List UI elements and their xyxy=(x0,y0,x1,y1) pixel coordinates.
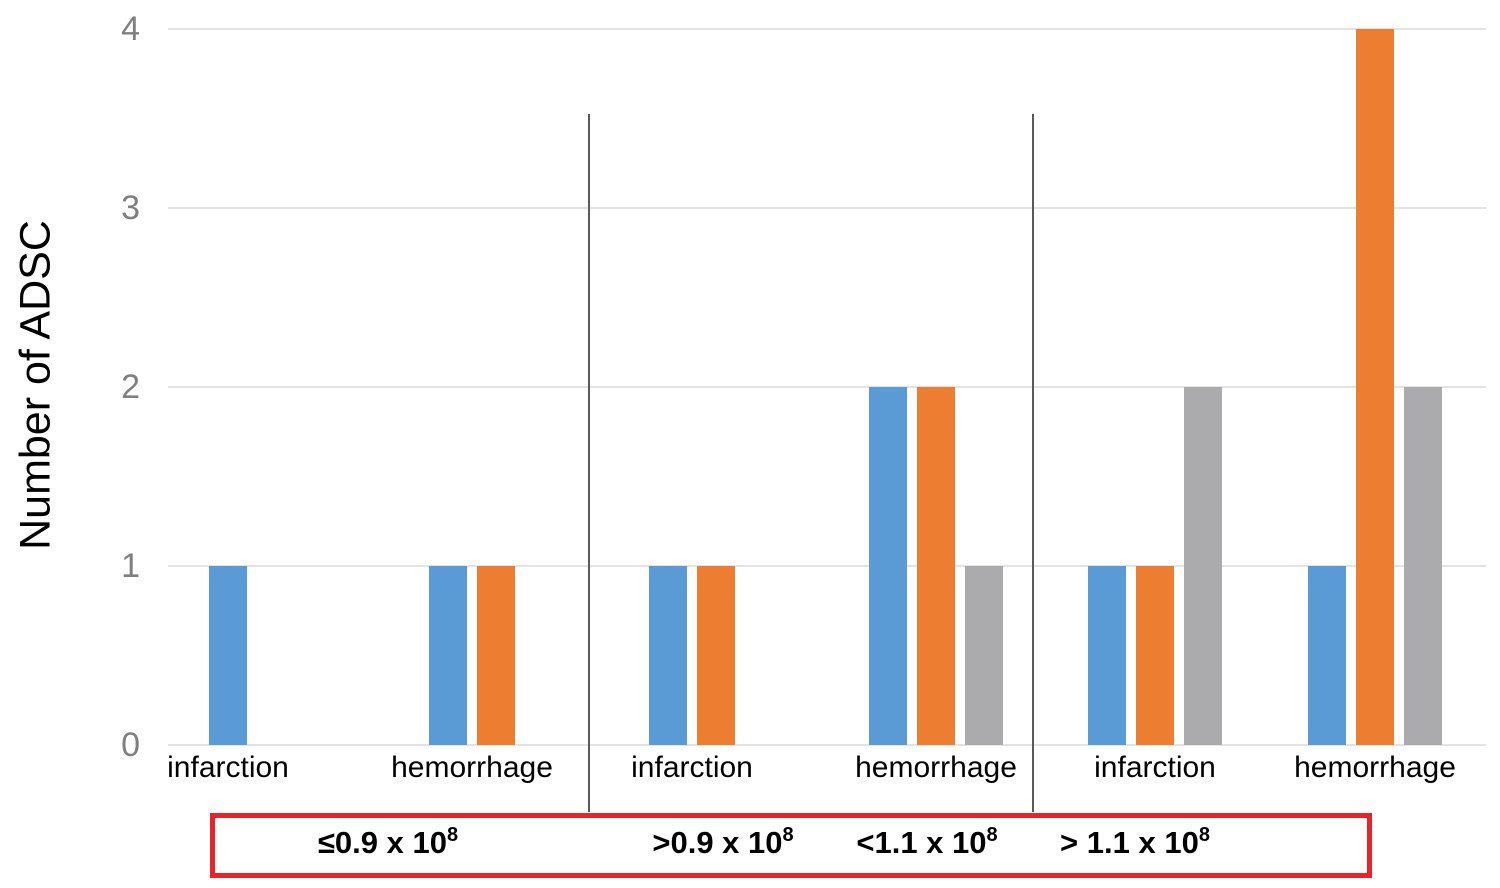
gridline-y-2 xyxy=(168,386,1486,388)
bar-infarction-series-1-blue xyxy=(1088,566,1126,745)
bar-hemorrhage-series-1-blue xyxy=(429,566,467,745)
group-separator-2 xyxy=(1032,114,1034,812)
bar-hemorrhage-series-2-orange xyxy=(477,566,515,745)
bar-infarction-series-1-blue xyxy=(209,566,247,745)
bar-hemorrhage-series-2-orange xyxy=(917,387,955,745)
bar-infarction-series-2-orange xyxy=(697,566,735,745)
bar-hemorrhage-series-2-orange xyxy=(1356,29,1394,745)
dose-range-label-3: <1.1 x 108 xyxy=(856,824,998,860)
category-label-1-hemorrhage: hemorrhage xyxy=(391,751,553,784)
dose-range-label-2: >0.9 x 108 xyxy=(652,824,794,860)
dose-range-box xyxy=(210,813,1372,878)
category-label-0-infarction: infarction xyxy=(167,751,289,784)
bar-hemorrhage-series-1-blue xyxy=(1308,566,1346,745)
y-tick-label-3: 3 xyxy=(121,189,140,227)
group-separator-1 xyxy=(588,114,590,812)
bar-infarction-series-2-orange xyxy=(1136,566,1174,745)
y-tick-label-2: 2 xyxy=(121,368,140,406)
category-label-4-infarction: infarction xyxy=(1094,751,1216,784)
bar-infarction-series-3-gray xyxy=(1184,387,1222,745)
dose-range-label-1: ≤0.9 x 108 xyxy=(317,824,459,860)
gridline-y-3 xyxy=(168,207,1486,209)
category-label-2-infarction: infarction xyxy=(631,751,753,784)
bar-hemorrhage-series-3-gray xyxy=(1404,387,1442,745)
gridline-y-0 xyxy=(168,744,1486,746)
y-tick-label-1: 1 xyxy=(121,547,140,585)
gridline-y-1 xyxy=(168,565,1486,567)
y-tick-label-0: 0 xyxy=(121,726,140,764)
y-tick-label-4: 4 xyxy=(121,10,140,48)
dose-range-label-4: > 1.1 x 108 xyxy=(1060,824,1210,860)
category-label-3-hemorrhage: hemorrhage xyxy=(855,751,1017,784)
bar-infarction-series-1-blue xyxy=(649,566,687,745)
bar-hemorrhage-series-1-blue xyxy=(869,387,907,745)
gridline-y-4 xyxy=(168,28,1486,30)
bar-hemorrhage-series-3-gray xyxy=(965,566,1003,745)
category-label-5-hemorrhage: hemorrhage xyxy=(1294,751,1456,784)
